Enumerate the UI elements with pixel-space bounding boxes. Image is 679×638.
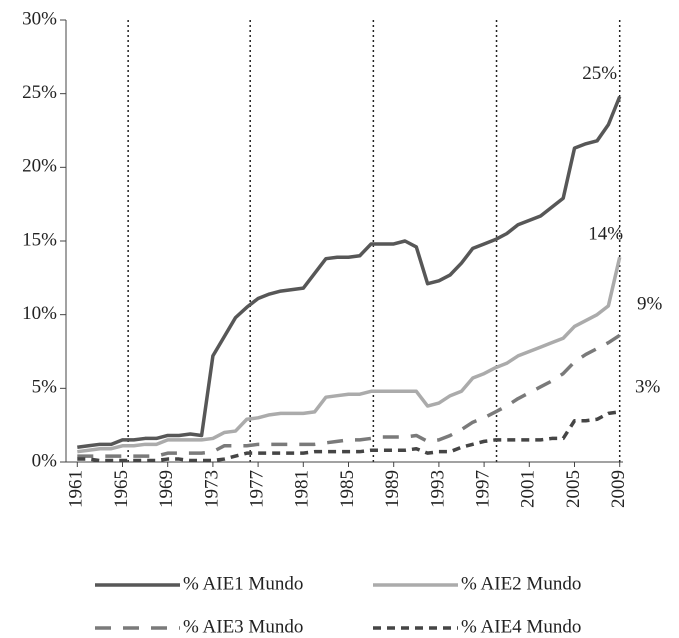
legend-label: % AIE3 Mundo xyxy=(183,616,303,637)
x-tick-label: 1961 xyxy=(66,470,87,508)
x-tick-label: 2001 xyxy=(518,470,539,508)
series-line xyxy=(77,256,622,454)
end-label: 14% xyxy=(588,224,623,245)
y-tick-label: 0% xyxy=(32,450,58,471)
x-tick-label: 1989 xyxy=(382,470,403,508)
y-tick-label: 25% xyxy=(22,82,57,103)
y-tick-label: 15% xyxy=(22,229,57,250)
legend-label: % AIE4 Mundo xyxy=(461,616,581,637)
end-label: 3% xyxy=(635,376,661,397)
x-tick-label: 1997 xyxy=(472,470,493,508)
y-tick-label: 5% xyxy=(32,377,58,398)
x-tick-label: 1981 xyxy=(292,470,313,508)
y-tick-label: 30% xyxy=(22,8,57,29)
y-tick-label: 10% xyxy=(22,303,57,324)
x-tick-label: 1965 xyxy=(111,470,132,508)
y-tick-label: 20% xyxy=(22,156,57,177)
end-label: 9% xyxy=(637,294,663,315)
series-line xyxy=(77,95,622,450)
x-tick-label: 2005 xyxy=(563,470,584,508)
legend-label: % AIE2 Mundo xyxy=(461,573,581,594)
legend-label: % AIE1 Mundo xyxy=(183,573,303,594)
x-tick-label: 2009 xyxy=(608,470,629,508)
series-line xyxy=(77,333,621,458)
series-line xyxy=(77,410,620,463)
x-tick-label: 1977 xyxy=(246,470,267,508)
x-tick-label: 1985 xyxy=(337,470,358,508)
x-tick-label: 1993 xyxy=(427,470,448,508)
x-tick-label: 1969 xyxy=(156,470,177,508)
x-tick-label: 1973 xyxy=(201,470,222,508)
end-label: 25% xyxy=(582,63,617,84)
